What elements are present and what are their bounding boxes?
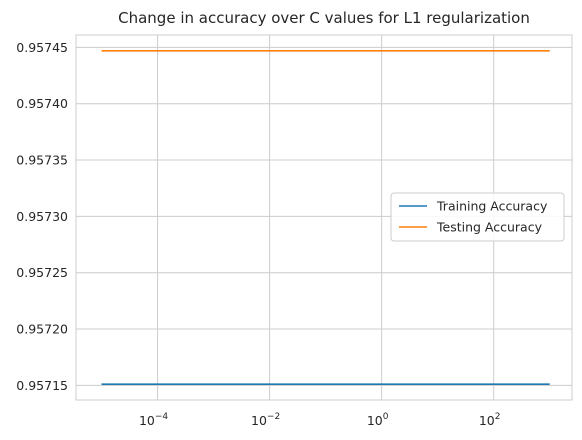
legend-label: Testing Accuracy [436,220,543,235]
x-tick-label: 10−2 [251,412,280,428]
y-tick-label: 0.95720 [16,322,68,337]
x-tick-label: 102 [479,412,501,428]
x-tick-label: 10−4 [139,412,168,428]
series-lines [101,49,550,386]
chart-title: Change in accuracy over C values for L1 … [118,9,530,27]
legend-label: Training Accuracy [436,199,548,214]
legend-box [390,192,565,242]
y-tick-label: 0.95730 [16,209,68,224]
legend: Training Accuracy Testing Accuracy [390,192,565,242]
y-tick-label: 0.95745 [16,40,68,55]
x-axis-ticks: 10−4 10−2 100 102 [139,412,501,428]
y-tick-label: 0.95725 [16,265,68,280]
x-tick-label: 100 [367,412,389,428]
y-tick-label: 0.95715 [16,378,68,393]
y-tick-label: 0.95740 [16,96,68,111]
plot-frame [75,34,573,401]
y-axis-ticks: 0.95715 0.95720 0.95725 0.95730 0.95735 0.957… [16,40,68,393]
y-tick-label: 0.95735 [16,153,68,168]
